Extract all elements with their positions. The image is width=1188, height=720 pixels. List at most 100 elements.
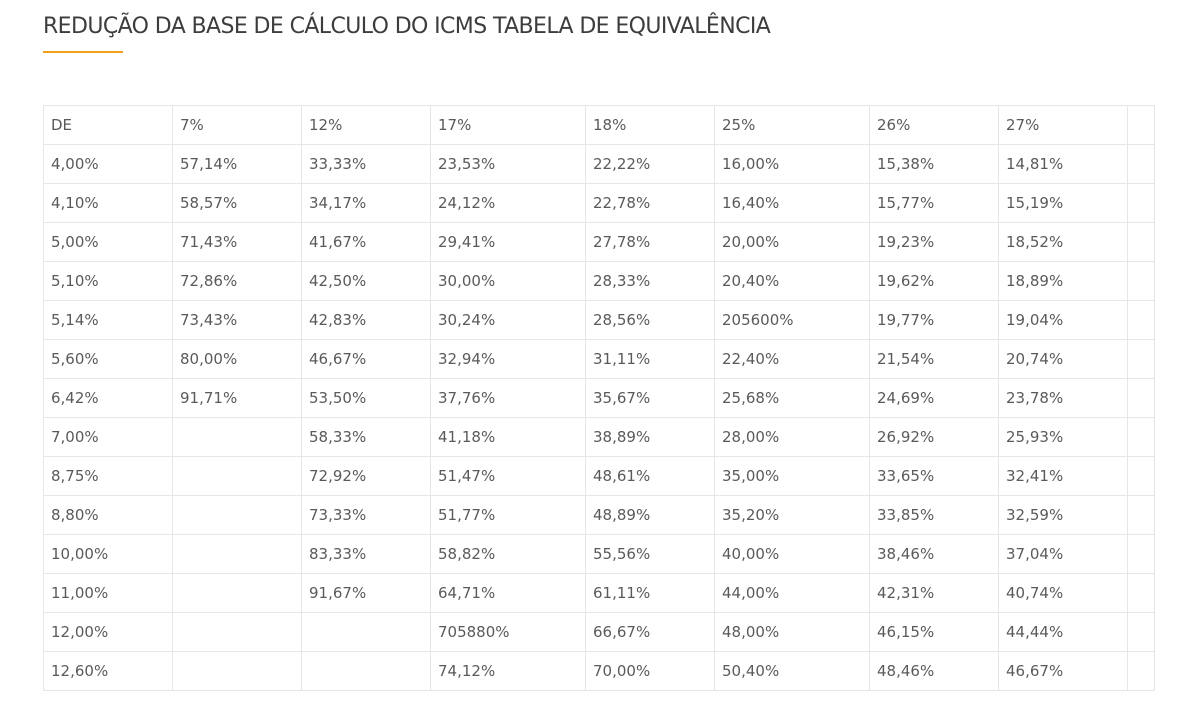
table-cell: 25,93% xyxy=(998,417,1128,457)
table-cell xyxy=(1127,651,1155,691)
column-header: 26% xyxy=(869,105,999,145)
table-cell xyxy=(1127,144,1155,184)
row-header-cell: 8,80% xyxy=(43,495,173,535)
table-cell: 42,50% xyxy=(301,261,431,301)
row-header-cell: 5,14% xyxy=(43,300,173,340)
table-cell: 32,59% xyxy=(998,495,1128,535)
column-header: 12% xyxy=(301,105,431,145)
table-cell: 16,40% xyxy=(714,183,870,223)
table-cell: 71,43% xyxy=(172,222,302,262)
table-cell: 24,69% xyxy=(869,378,999,418)
table-cell: 35,20% xyxy=(714,495,870,535)
table-cell xyxy=(1127,300,1155,340)
table-row: 8,75% 72,92% 51,47% 48,61% 35,00% 33,65% 32,41… xyxy=(43,456,1155,496)
table-cell: 70,00% xyxy=(585,651,715,691)
table-cell: 83,33% xyxy=(301,534,431,574)
table-cell: 46,67% xyxy=(301,339,431,379)
table-cell: 20,74% xyxy=(998,339,1128,379)
table-cell: 51,77% xyxy=(430,495,586,535)
table-cell: 58,82% xyxy=(430,534,586,574)
column-header: 7% xyxy=(172,105,302,145)
table-cell: 73,33% xyxy=(301,495,431,535)
table-cell: 72,86% xyxy=(172,261,302,301)
table-cell: 80,00% xyxy=(172,339,302,379)
column-header: 17% xyxy=(430,105,586,145)
table-cell xyxy=(1127,495,1155,535)
table-cell: 64,71% xyxy=(430,573,586,613)
table-cell: 44,44% xyxy=(998,612,1128,652)
table-cell xyxy=(1127,222,1155,262)
table-row: 5,60% 80,00% 46,67% 32,94% 31,11% 22,40% 21,54… xyxy=(43,339,1155,379)
table-cell: 19,62% xyxy=(869,261,999,301)
table-cell: 205600% xyxy=(714,300,870,340)
table-cell: 37,76% xyxy=(430,378,586,418)
table-cell: 23,78% xyxy=(998,378,1128,418)
row-header-cell: 8,75% xyxy=(43,456,173,496)
title-underline xyxy=(43,51,123,53)
table-cell: 40,74% xyxy=(998,573,1128,613)
table-cell: 19,77% xyxy=(869,300,999,340)
table-cell: 91,71% xyxy=(172,378,302,418)
table-cell: 28,00% xyxy=(714,417,870,457)
table-row: 5,00% 71,43% 41,67% 29,41% 27,78% 20,00% 19,23… xyxy=(43,222,1155,262)
table-cell: 33,65% xyxy=(869,456,999,496)
table-row: 11,00% 91,67% 64,71% 61,11% 44,00% 42,31% 40,7… xyxy=(43,573,1155,613)
table-cell: 15,19% xyxy=(998,183,1128,223)
icms-equivalence-table: DE 7% 12% 17% 18% 25% 26% 27% 4,00% 57,14% 33,33% 2… xyxy=(43,105,1155,691)
table-header-row: DE 7% 12% 17% 18% 25% 26% 27% xyxy=(43,105,1155,145)
table-cell: 21,54% xyxy=(869,339,999,379)
table-cell: 28,56% xyxy=(585,300,715,340)
table-cell: 19,23% xyxy=(869,222,999,262)
table-cell: 22,22% xyxy=(585,144,715,184)
table-cell: 20,40% xyxy=(714,261,870,301)
column-header: 18% xyxy=(585,105,715,145)
table-cell xyxy=(1127,183,1155,223)
table-cell: 30,00% xyxy=(430,261,586,301)
table-cell xyxy=(172,417,302,457)
table-cell: 42,31% xyxy=(869,573,999,613)
table-cell: 22,40% xyxy=(714,339,870,379)
table-cell xyxy=(1127,339,1155,379)
table-cell xyxy=(172,573,302,613)
table-cell: 53,50% xyxy=(301,378,431,418)
column-header xyxy=(1127,105,1155,145)
table-cell: 35,67% xyxy=(585,378,715,418)
table-cell: 26,92% xyxy=(869,417,999,457)
row-header-cell: 5,00% xyxy=(43,222,173,262)
table-row: 5,14% 73,43% 42,83% 30,24% 28,56% 205600% 19,7… xyxy=(43,300,1155,340)
table-cell: 33,33% xyxy=(301,144,431,184)
table-cell: 38,89% xyxy=(585,417,715,457)
table-cell xyxy=(1127,417,1155,457)
table-cell xyxy=(1127,612,1155,652)
table-row: 12,00% 705880% 66,67% 48,00% 46,15% 44,44% xyxy=(43,612,1155,652)
table-cell: 32,94% xyxy=(430,339,586,379)
table-cell: 20,00% xyxy=(714,222,870,262)
table-body: DE 7% 12% 17% 18% 25% 26% 27% 4,00% 57,14% 33,33% 2… xyxy=(43,105,1155,691)
table-cell: 25,68% xyxy=(714,378,870,418)
table-cell: 73,43% xyxy=(172,300,302,340)
table-cell: 23,53% xyxy=(430,144,586,184)
table-cell xyxy=(172,651,302,691)
table-cell: 72,92% xyxy=(301,456,431,496)
table-cell: 18,89% xyxy=(998,261,1128,301)
table-cell: 55,56% xyxy=(585,534,715,574)
table-cell: 32,41% xyxy=(998,456,1128,496)
row-header-cell: 12,00% xyxy=(43,612,173,652)
table-cell xyxy=(301,651,431,691)
table-row: 12,60% 74,12% 70,00% 50,40% 48,46% 46,67% xyxy=(43,651,1155,691)
page-title: REDUÇÃO DA BASE DE CÁLCULO DO ICMS TABEL… xyxy=(43,14,771,39)
table-cell: 61,11% xyxy=(585,573,715,613)
table-cell: 31,11% xyxy=(585,339,715,379)
table-cell: 51,47% xyxy=(430,456,586,496)
table-cell: 58,57% xyxy=(172,183,302,223)
table-cell: 40,00% xyxy=(714,534,870,574)
table-row: 7,00% 58,33% 41,18% 38,89% 28,00% 26,92% 25,93… xyxy=(43,417,1155,457)
table-cell: 48,46% xyxy=(869,651,999,691)
table-cell: 91,67% xyxy=(301,573,431,613)
table-cell: 33,85% xyxy=(869,495,999,535)
table-cell: 30,24% xyxy=(430,300,586,340)
table-cell xyxy=(172,456,302,496)
table-cell: 37,04% xyxy=(998,534,1128,574)
row-header-cell: 12,60% xyxy=(43,651,173,691)
table-cell: 46,15% xyxy=(869,612,999,652)
